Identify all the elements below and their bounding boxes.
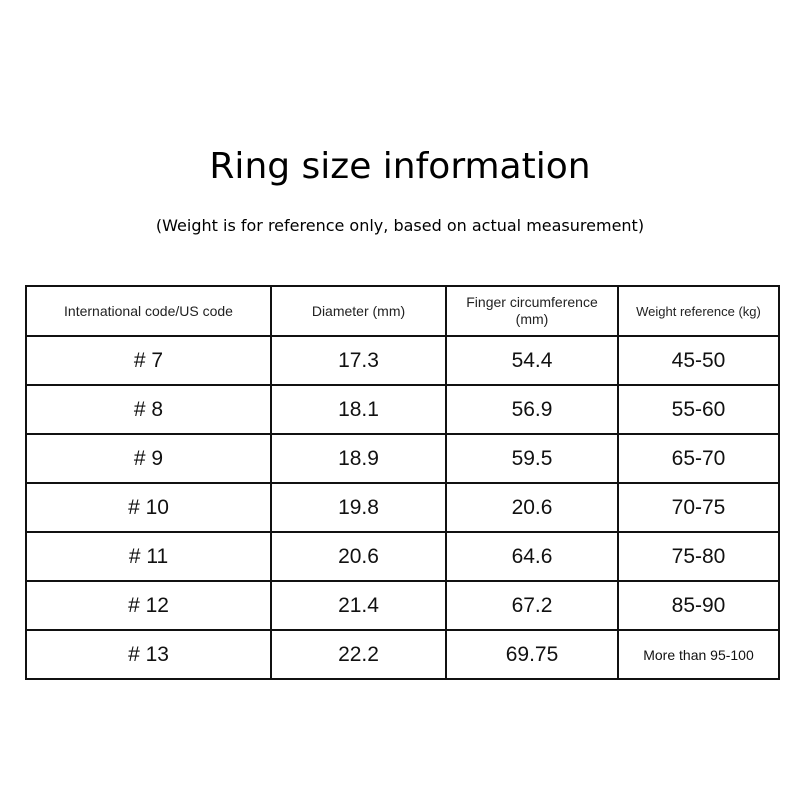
cell-code: # 12 <box>25 580 272 631</box>
cell-code: # 13 <box>25 629 272 680</box>
cell-weight: 75-80 <box>617 531 780 582</box>
header-weight: Weight reference (kg) <box>617 285 780 337</box>
header-diameter: Diameter (mm) <box>270 285 447 337</box>
cell-code: # 10 <box>25 482 272 533</box>
cell-circumference: 67.2 <box>445 580 619 631</box>
page-title: Ring size information <box>209 146 591 187</box>
table-row: # 8 18.1 56.9 55-60 <box>25 384 780 435</box>
cell-weight: 45-50 <box>617 335 780 386</box>
table-row: # 7 17.3 54.4 45-50 <box>25 335 780 386</box>
header-circumference: Finger circumference (mm) <box>445 285 619 337</box>
cell-weight: 70-75 <box>617 482 780 533</box>
cell-weight: 55-60 <box>617 384 780 435</box>
table-row: # 9 18.9 59.5 65-70 <box>25 433 780 484</box>
cell-code: # 7 <box>25 335 272 386</box>
table-row: # 13 22.2 69.75 More than 95-100 <box>25 629 780 680</box>
cell-weight: 85-90 <box>617 580 780 631</box>
cell-weight: 65-70 <box>617 433 780 484</box>
table-header-row: International code/US code Diameter (mm)… <box>25 285 780 337</box>
cell-code: # 11 <box>25 531 272 582</box>
cell-code: # 8 <box>25 384 272 435</box>
cell-circumference: 54.4 <box>445 335 619 386</box>
table-row: # 10 19.8 20.6 70-75 <box>25 482 780 533</box>
cell-circumference: 56.9 <box>445 384 619 435</box>
cell-code: # 9 <box>25 433 272 484</box>
cell-circumference: 59.5 <box>445 433 619 484</box>
cell-diameter: 18.1 <box>270 384 447 435</box>
cell-weight: More than 95-100 <box>617 629 780 680</box>
cell-circumference: 20.6 <box>445 482 619 533</box>
header-code: International code/US code <box>25 285 272 337</box>
cell-diameter: 21.4 <box>270 580 447 631</box>
cell-diameter: 17.3 <box>270 335 447 386</box>
cell-diameter: 22.2 <box>270 629 447 680</box>
cell-diameter: 18.9 <box>270 433 447 484</box>
cell-diameter: 20.6 <box>270 531 447 582</box>
cell-diameter: 19.8 <box>270 482 447 533</box>
page-subtitle: (Weight is for reference only, based on … <box>155 216 645 235</box>
table-row: # 11 20.6 64.6 75-80 <box>25 531 780 582</box>
ring-size-table: International code/US code Diameter (mm)… <box>25 285 780 680</box>
cell-circumference: 69.75 <box>445 629 619 680</box>
table-row: # 12 21.4 67.2 85-90 <box>25 580 780 631</box>
cell-circumference: 64.6 <box>445 531 619 582</box>
